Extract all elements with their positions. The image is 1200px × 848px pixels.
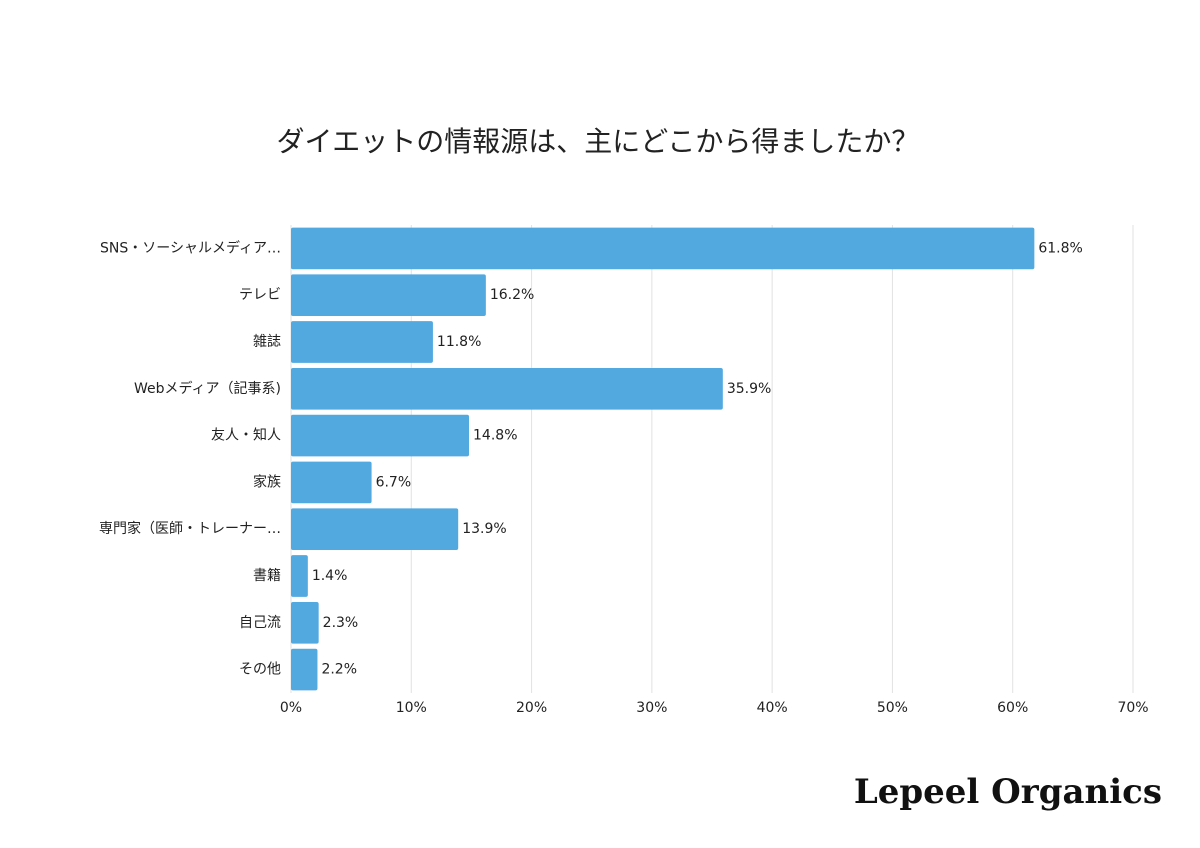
y-tick-label: 専門家（医師・トレーナー… [99,520,281,537]
data-label: 14.8% [473,428,517,444]
y-tick-label: 雑誌 [253,334,281,350]
y-tick-label: その他 [239,662,281,678]
y-tick-label: 友人・知人 [211,427,281,444]
bar [291,367,723,410]
brand: Lepeel Organics [854,772,1162,812]
y-tick-label: Webメディア（記事系) [134,380,281,397]
data-label: 11.8% [437,334,481,350]
bar [291,648,318,691]
x-tick-label: 30% [636,700,667,716]
y-tick-label: 書籍 [253,567,281,584]
bar [291,274,486,317]
x-tick-label: 10% [396,700,427,716]
data-label: 16.2% [490,287,534,303]
bar [291,461,372,504]
data-label: 61.8% [1038,240,1082,256]
data-label: 35.9% [727,381,771,397]
x-tick-label: 60% [997,700,1028,716]
y-tick-label: 自己流 [239,615,281,631]
x-tick-label: 20% [516,700,547,716]
chart-title: ダイエットの情報源は、主にどこから得ましたか？ [277,125,920,158]
data-label: 6.7% [376,474,412,490]
bar [291,601,319,644]
x-tick-label: 50% [877,700,908,716]
y-tick-label: テレビ [239,287,281,303]
data-label: 13.9% [462,521,506,537]
x-tick-label: 70% [1117,700,1148,716]
bar [291,555,308,597]
y-tick-label: SNS・ソーシャルメディア… [100,239,281,256]
data-label: 2.2% [321,662,357,678]
data-label: 2.3% [323,615,359,631]
bar [291,227,1035,270]
x-tick-label: 40% [757,700,788,716]
y-tick-label: 家族 [253,473,281,490]
bar [291,414,470,457]
bar [291,321,433,363]
bar [291,508,459,551]
data-label: 1.4% [312,568,348,584]
x-tick-label: 0% [280,700,302,716]
